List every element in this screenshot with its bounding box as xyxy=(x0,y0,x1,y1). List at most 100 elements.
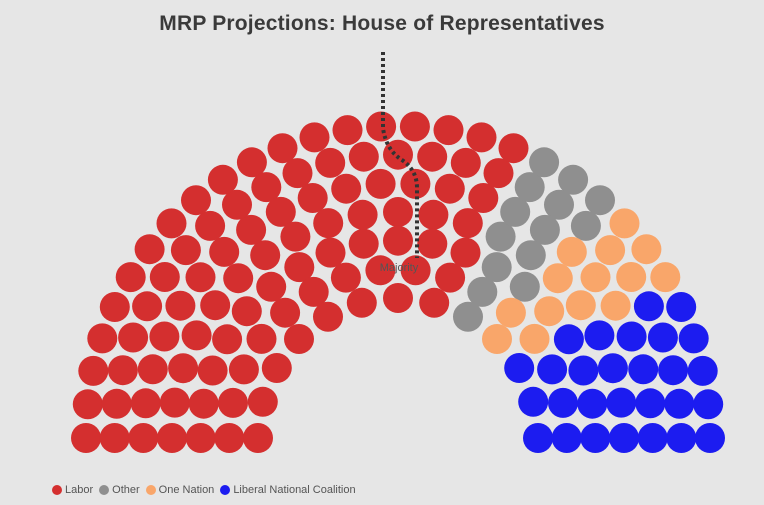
seat-labor xyxy=(170,235,201,266)
seat-labor xyxy=(267,133,298,164)
seat-labor xyxy=(299,122,330,153)
seat-labor xyxy=(101,388,132,419)
seat-other xyxy=(529,147,560,178)
seat-liberal-national-coalition xyxy=(647,322,678,353)
seat-labor xyxy=(261,353,292,383)
seat-labor xyxy=(218,387,248,418)
legend-label-labor: Labor xyxy=(65,484,94,496)
parliament-chart: Majority xyxy=(71,52,725,453)
legend-item-one-nation: One Nation xyxy=(145,484,215,496)
seat-one-nation xyxy=(595,235,626,266)
seat-labor xyxy=(315,147,346,178)
seat-labor xyxy=(450,147,481,178)
seat-labor xyxy=(99,423,130,453)
seat-labor xyxy=(87,323,118,354)
seat-one-nation xyxy=(609,208,640,239)
seat-labor xyxy=(383,283,413,313)
seat-liberal-national-coalition xyxy=(666,292,697,322)
seat-labor xyxy=(433,115,464,146)
seat-liberal-national-coalition xyxy=(606,387,637,418)
seat-labor xyxy=(188,388,219,419)
legend-label-one-nation: One Nation xyxy=(158,484,215,496)
seat-labor xyxy=(466,122,497,153)
seat-labor xyxy=(483,158,514,189)
seat-labor xyxy=(452,208,483,239)
seat-labor xyxy=(115,262,146,293)
seat-one-nation xyxy=(631,234,662,265)
legend-label-other: Other xyxy=(112,484,140,496)
seat-labor xyxy=(228,354,259,385)
seat-labor xyxy=(450,237,481,268)
seat-other xyxy=(481,252,512,283)
seat-labor xyxy=(468,183,499,213)
seat-labor xyxy=(417,141,448,172)
seat-labor xyxy=(231,296,262,327)
seat-labor xyxy=(128,423,159,453)
seat-labor xyxy=(417,228,448,259)
seat-one-nation xyxy=(600,290,631,321)
legend-item-labor: Labor xyxy=(52,484,93,496)
seat-one-nation xyxy=(650,262,681,293)
seat-labor xyxy=(498,133,529,164)
seat-labor xyxy=(331,173,362,204)
legend-swatch-labor xyxy=(52,485,62,495)
seat-labor xyxy=(118,322,149,353)
seat-liberal-national-coalition xyxy=(695,423,725,453)
seat-labor xyxy=(149,262,180,292)
seat-labor xyxy=(78,355,109,386)
seat-one-nation xyxy=(495,297,526,328)
legend-swatch-coalition xyxy=(220,485,231,495)
seat-labor xyxy=(72,389,103,420)
seat-liberal-national-coalition xyxy=(548,387,578,418)
seat-labor xyxy=(265,196,296,227)
seat-labor xyxy=(200,290,231,321)
seat-liberal-national-coalition xyxy=(666,423,697,453)
seat-labor xyxy=(156,208,187,239)
majority-line xyxy=(381,52,419,258)
seat-other xyxy=(453,301,483,332)
seat-one-nation xyxy=(580,262,611,293)
chart-title: MRP Projections: House of Representative… xyxy=(159,12,605,35)
seat-labor xyxy=(297,183,328,213)
seat-labor xyxy=(383,197,413,227)
seat-liberal-national-coalition xyxy=(687,355,718,386)
seat-labor xyxy=(348,141,379,172)
seat-labor xyxy=(181,320,212,351)
seat-labor xyxy=(435,262,466,293)
seat-one-nation xyxy=(616,262,647,292)
seat-labor xyxy=(298,276,329,307)
seat-labor xyxy=(157,423,187,453)
seat-labor xyxy=(256,271,287,302)
legend-swatch-other xyxy=(99,485,110,495)
seat-labor xyxy=(236,214,267,245)
seat-labor xyxy=(212,324,243,355)
seat-labor xyxy=(209,236,240,267)
seat-labor xyxy=(400,168,431,199)
seat-labor xyxy=(207,164,238,195)
seat-one-nation xyxy=(542,263,573,294)
seat-liberal-national-coalition xyxy=(635,388,666,419)
seat-labor xyxy=(243,423,273,453)
seat-liberal-national-coalition xyxy=(504,353,535,383)
seat-liberal-national-coalition xyxy=(664,388,695,419)
seat-liberal-national-coalition xyxy=(523,423,553,453)
seat-labor xyxy=(332,115,363,146)
seat-labor xyxy=(251,172,282,203)
seat-one-nation xyxy=(556,236,587,267)
seat-other xyxy=(515,240,546,271)
seat-liberal-national-coalition xyxy=(678,323,709,354)
seat-labor xyxy=(185,423,216,453)
seat-liberal-national-coalition xyxy=(633,291,664,322)
seat-labor xyxy=(168,353,199,384)
seat-labor xyxy=(284,252,315,283)
seat-labor xyxy=(185,262,216,293)
seat-one-nation xyxy=(565,290,596,321)
seat-labor xyxy=(71,423,101,453)
seat-labor xyxy=(137,354,168,385)
seat-labor xyxy=(365,168,396,199)
seat-labor xyxy=(347,199,378,230)
seat-liberal-national-coalition xyxy=(609,423,639,453)
seat-liberal-national-coalition xyxy=(658,355,689,386)
seat-liberal-national-coalition xyxy=(584,320,615,351)
seat-labor xyxy=(400,255,431,286)
